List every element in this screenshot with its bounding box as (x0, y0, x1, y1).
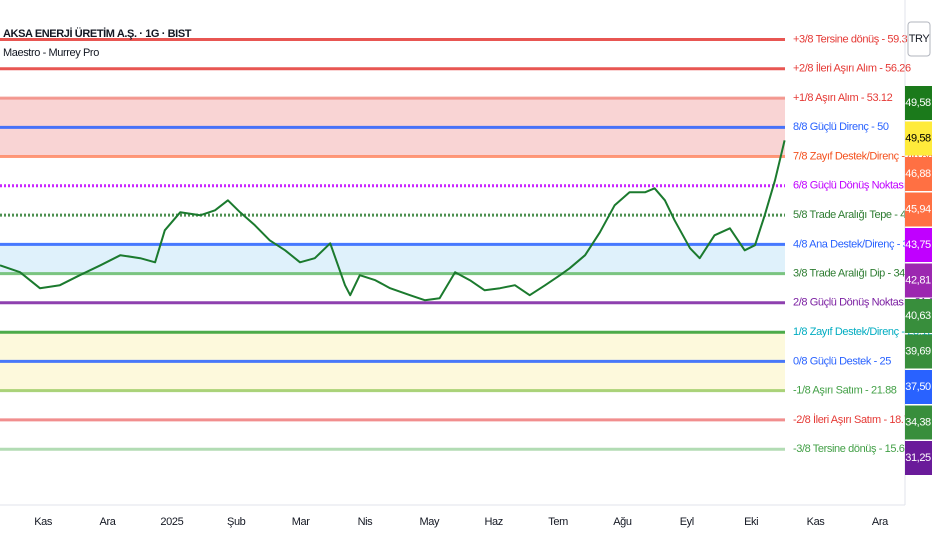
level-label: -3/8 Tersine dönüş - 15.62 (793, 443, 910, 455)
level-label: 2/8 Güçlü Dönüş Noktası - 31.26 (793, 297, 932, 309)
price-scale-label: 45,94 (905, 203, 931, 215)
price-scale-label: 37,50 (905, 381, 931, 393)
level-label: 7/8 Zayıf Destek/Direnç - 46.88 (793, 150, 932, 162)
price-scale-box (905, 299, 932, 333)
price-scale-label: 39,69 (905, 345, 931, 357)
x-tick-label: Ara (872, 516, 889, 528)
price-scale-box (905, 405, 932, 440)
level-label: +1/8 Aşırı Alım - 53.12 (793, 92, 893, 104)
price-scale-label: 40,63 (905, 310, 931, 322)
price-line (0, 140, 786, 302)
x-tick-label: Eki (744, 516, 758, 528)
price-scale-box (905, 334, 932, 369)
price-scale-label: 34,38 (905, 416, 931, 428)
level-label: 4/8 Ana Destek/Direnç - 37.5 (793, 238, 923, 250)
x-tick-label: 2025 (160, 516, 183, 528)
level-label: -2/8 İleri Aşırı Satım - 18.76 (793, 413, 915, 426)
level-label: 6/8 Güçlü Dönüş Noktası - 43.76 (793, 180, 932, 192)
x-tick-label: May (420, 516, 440, 528)
x-tick-label: Mar (292, 516, 310, 528)
price-scale-box (905, 157, 932, 191)
price-scale-label: 46,88 (905, 168, 931, 180)
level-label: 5/8 Trade Aralığı Tepe - 40.62 (793, 209, 926, 221)
price-scale-box (905, 263, 932, 298)
level-label: 0/8 Güçlü Destek - 25 (793, 355, 891, 367)
price-scale-box (905, 370, 932, 404)
x-tick-label: Haz (485, 516, 503, 528)
level-label: 8/8 Güçlü Direnç - 50 (793, 121, 889, 133)
level-label: -1/8 Aşırı Satım - 21.88 (793, 385, 897, 397)
x-tick-label: Eyl (680, 516, 694, 528)
price-scale-label: 43,75 (905, 239, 931, 251)
price-scale-label: 49,58 (905, 132, 931, 144)
currency-box[interactable] (907, 21, 931, 57)
x-tick-label: Ara (100, 516, 117, 528)
x-tick-label: Kas (34, 516, 53, 528)
price-scale-box (905, 192, 932, 227)
price-scale-box (905, 441, 932, 475)
x-tick-label: Ağu (613, 516, 632, 528)
level-label: 1/8 Zayıf Destek/Direnç - 28.12 (793, 326, 932, 338)
price-scale-box (905, 86, 932, 120)
price-scale-box (905, 228, 932, 262)
price-scale-label: 49,58 (905, 97, 931, 109)
level-label: +2/8 İleri Aşırı Alım - 56.26 (793, 62, 911, 75)
x-tick-label: Tem (548, 516, 568, 528)
x-tick-label: Nis (358, 516, 374, 528)
price-scale-label: 42,81 (905, 274, 931, 286)
price-scale-box (905, 121, 932, 156)
level-label: +3/8 Tersine dönüş - 59.38 (793, 33, 913, 45)
x-tick-label: Kas (807, 516, 826, 528)
chart-title: AKSA ENERJİ ÜRETİM A.Ş. · 1G · BIST (3, 27, 192, 40)
currency: TRY (909, 33, 931, 45)
x-tick-label: Şub (227, 516, 246, 528)
price-scale-label: 31,25 (905, 452, 931, 464)
plot-area: +3/8 Tersine dönüş - 59.38 +2/8 İleri Aşı… (0, 33, 932, 455)
indicator-name: Maestro - Murrey Pro (3, 47, 99, 59)
level-label: 3/8 Trade Aralığı Dip - 34.38 (793, 268, 919, 280)
zone (0, 244, 785, 274)
